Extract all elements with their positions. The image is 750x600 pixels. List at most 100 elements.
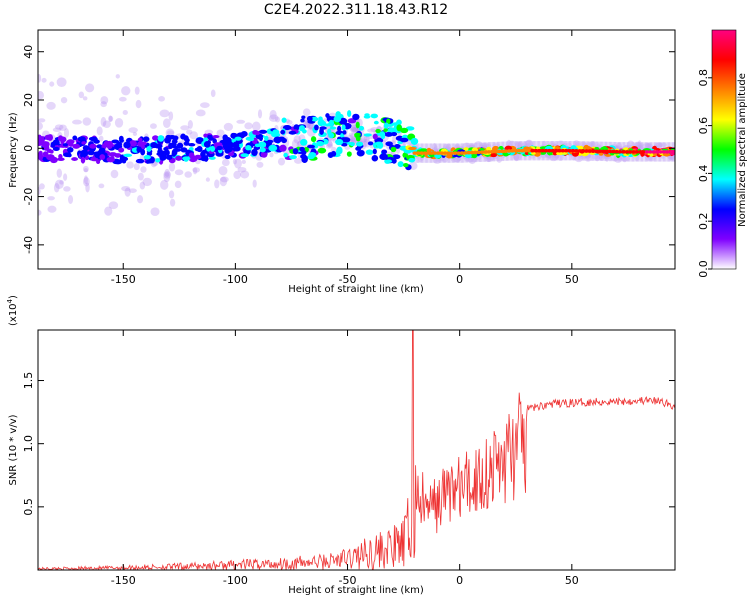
spectral-blob	[104, 206, 113, 216]
spectral-blob	[392, 134, 397, 144]
snr-series-line	[38, 330, 675, 570]
spectral-blob	[200, 102, 210, 108]
spectral-peak	[668, 150, 673, 154]
spectral-peak	[373, 120, 379, 125]
spectral-peak	[96, 159, 101, 165]
spectral-blob	[252, 179, 257, 188]
spectral-blob	[56, 77, 67, 88]
spectral-peak	[329, 126, 337, 130]
spectral-peak	[302, 129, 307, 134]
spectral-peak	[81, 141, 86, 145]
spectral-peak	[452, 151, 458, 155]
spectral-peak	[648, 150, 653, 154]
spectral-peak	[292, 148, 299, 155]
spectral-peak	[415, 151, 421, 155]
x-tick-label: 0	[456, 574, 463, 587]
spectral-peak	[145, 159, 153, 164]
spectral-blob	[54, 179, 64, 189]
y-tick-label: 0	[22, 145, 35, 152]
spectral-blob	[108, 201, 119, 210]
spectral-blob	[584, 154, 592, 162]
spectral-peak	[317, 147, 327, 154]
spectral-blob	[344, 145, 351, 150]
spectral-peak	[142, 136, 150, 142]
spectral-blob	[41, 77, 47, 83]
spectral-peak	[157, 135, 165, 142]
spectral-blob	[98, 135, 104, 142]
spectral-blob	[325, 143, 334, 149]
x-tick-label: -50	[339, 273, 357, 286]
snr-marks	[38, 330, 675, 570]
spectral-peak	[341, 137, 351, 143]
spectral-peak	[63, 152, 72, 158]
colorbar-bar	[711, 29, 737, 270]
spectral-blob	[53, 182, 60, 193]
spectral-peak	[194, 154, 202, 160]
spectral-blob	[108, 115, 113, 123]
spectral-peak	[399, 137, 409, 143]
spectral-peak	[367, 141, 374, 146]
spectral-peak	[330, 150, 337, 157]
spectral-peak	[183, 158, 189, 162]
spectral-peak	[273, 136, 282, 144]
spectral-peak	[111, 139, 120, 144]
colorbar-tick-label: 0.2	[697, 212, 710, 230]
spectral-peak	[87, 150, 95, 156]
spectral-peak	[319, 127, 324, 135]
spectral-blob	[613, 154, 623, 163]
spectral-peak	[463, 151, 468, 155]
spectral-blob	[82, 177, 90, 187]
spectral-blob	[72, 119, 82, 125]
spectral-peak	[258, 141, 267, 148]
spectral-peak	[327, 128, 332, 136]
spectral-blob	[237, 166, 247, 173]
spectral-blob	[63, 128, 70, 138]
spectral-blob	[98, 183, 105, 189]
spectral-peak	[157, 147, 162, 151]
spectral-blob	[557, 153, 564, 161]
spectral-peak	[98, 147, 106, 153]
spectral-peak	[209, 145, 216, 152]
spectral-peak	[346, 151, 352, 157]
colorbar-tick-label: 0.8	[697, 69, 710, 87]
spectral-blob	[110, 169, 119, 179]
spectral-peak	[224, 154, 231, 160]
spectral-blob	[256, 161, 264, 168]
spectral-blob	[291, 139, 300, 149]
spectral-peak	[77, 136, 86, 142]
spectral-peak	[664, 150, 670, 154]
spectral-peak	[410, 137, 419, 145]
spectral-peak	[442, 151, 448, 155]
spectral-blob	[56, 168, 63, 178]
colorbar: 0.0 0.2 0.4 0.6 0.8 Normalized spectral ampl…	[697, 29, 748, 278]
spectral-blob	[160, 179, 169, 190]
spectral-blob	[83, 175, 88, 185]
spectrogram-marks	[38, 73, 675, 216]
spectral-blob	[162, 118, 171, 128]
colorbar-ticks: 0.0 0.2 0.4 0.6 0.8	[697, 69, 712, 278]
x-tick-label: -50	[339, 574, 357, 587]
spectral-blob	[634, 142, 644, 148]
spectral-peak	[136, 146, 143, 153]
spectrogram-ylabel: Frequency (Hz)	[8, 112, 19, 188]
spectral-blob	[180, 125, 190, 131]
spectral-peak	[466, 150, 471, 155]
spectral-peak	[385, 141, 393, 147]
spectral-peak	[394, 144, 401, 149]
spectral-peak	[313, 144, 319, 149]
spectral-peak	[523, 148, 529, 153]
spectral-blob	[133, 163, 140, 171]
spectral-blob	[108, 115, 114, 122]
spectral-blob	[269, 109, 277, 120]
spectral-peak	[597, 149, 603, 154]
spectral-blob	[166, 130, 175, 135]
spectral-blob	[257, 109, 263, 119]
spectral-blob	[163, 171, 172, 179]
spectral-peak	[99, 154, 106, 160]
spectral-peak	[449, 151, 455, 155]
spectral-blob	[121, 86, 131, 96]
spectral-blob	[46, 101, 56, 110]
spectral-peak	[383, 128, 388, 133]
spectral-peak	[335, 138, 344, 146]
spectral-peak	[268, 144, 278, 152]
